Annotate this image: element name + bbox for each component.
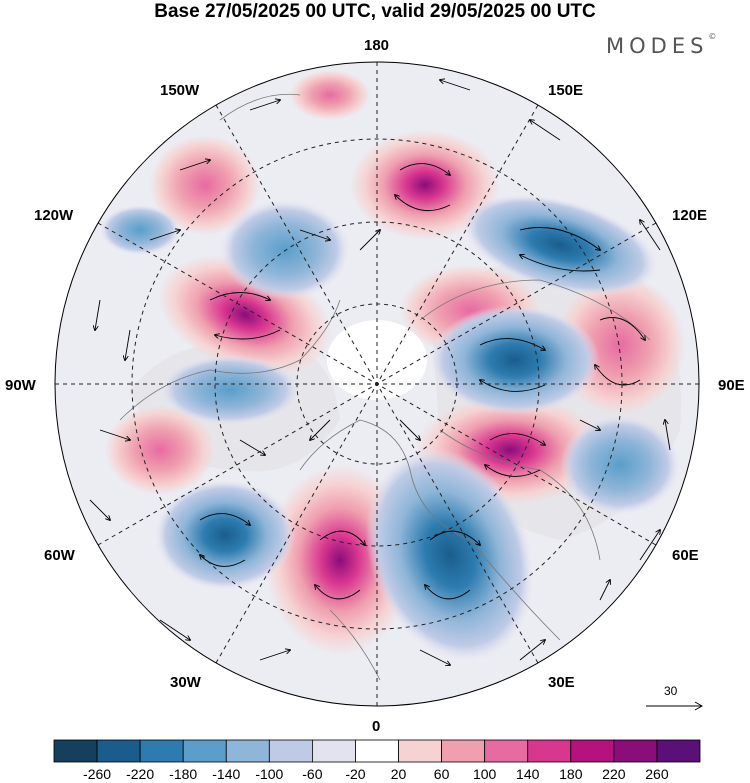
colorbar-bin bbox=[484, 739, 529, 763]
colorbar-bin bbox=[656, 739, 701, 763]
wind-vectors bbox=[89, 80, 671, 665]
trough-east-asia bbox=[462, 194, 658, 296]
colorbar-tick-label: -60 bbox=[302, 766, 323, 782]
trough-bering bbox=[100, 205, 180, 255]
lon-label-150w: 150W bbox=[160, 82, 200, 99]
lon-label-120e: 120E bbox=[672, 207, 708, 224]
chart-title: Base 27/05/2025 00 UTC, valid 29/05/2025… bbox=[154, 1, 596, 22]
colorbar-bin bbox=[613, 739, 658, 763]
lon-label-90w: 90W bbox=[5, 377, 36, 394]
colorbar-tick-label: -100 bbox=[255, 766, 284, 782]
colorbar-bin bbox=[139, 739, 184, 763]
colorbar-tick-label: 20 bbox=[390, 766, 407, 782]
trough-central-asia bbox=[560, 415, 680, 515]
lon-label-30e: 30E bbox=[548, 674, 575, 691]
trough-europe bbox=[365, 448, 535, 662]
colorbar-tick-label: 140 bbox=[516, 766, 540, 782]
lon-label-120w: 120W bbox=[34, 207, 74, 224]
modes-logo: MODES© bbox=[606, 32, 717, 58]
lon-label-90e: 90E bbox=[718, 377, 745, 394]
colorbar-bin bbox=[53, 739, 98, 763]
lon-label-60w: 60W bbox=[44, 547, 75, 564]
colorbar-bin bbox=[311, 739, 356, 763]
colorbar-bin bbox=[96, 739, 141, 763]
colorbar-tick-label: 180 bbox=[559, 766, 583, 782]
lon-label-30w: 30W bbox=[170, 674, 201, 691]
wind-scale-arrow bbox=[646, 701, 704, 711]
colorbar-tick-label: -180 bbox=[169, 766, 198, 782]
graticule bbox=[55, 62, 699, 706]
lon-label-180: 180 bbox=[364, 37, 390, 54]
colorbar-tick-label: -260 bbox=[83, 766, 112, 782]
colorbar-tick-label: 220 bbox=[602, 766, 626, 782]
colorbar-bin bbox=[225, 739, 270, 763]
colorbar-bin bbox=[268, 739, 313, 763]
wind-scale-label: 30 bbox=[664, 684, 678, 698]
polar-map bbox=[54, 61, 700, 707]
ridge-hudson bbox=[105, 405, 215, 495]
ridge-north-pacific bbox=[350, 130, 500, 240]
trough-west-siberia bbox=[430, 305, 600, 415]
colorbar-tick-label: 260 bbox=[645, 766, 669, 782]
colorbar-tick-label: 60 bbox=[433, 766, 450, 782]
colorbar-bin bbox=[398, 739, 442, 763]
lon-label-60e: 60E bbox=[672, 547, 699, 564]
colorbar-bin bbox=[182, 739, 227, 763]
map-boundary bbox=[54, 61, 700, 707]
map-disc bbox=[55, 62, 699, 706]
colorbar-bin bbox=[441, 739, 486, 763]
lon-label-150e: 150E bbox=[548, 82, 584, 99]
ridge-aleutian bbox=[290, 70, 370, 120]
trough-labrador bbox=[155, 480, 295, 590]
colorbar-tick-label: 100 bbox=[472, 766, 497, 782]
trough-canada-arctic bbox=[160, 355, 300, 425]
colorbar-tick-label: -220 bbox=[126, 766, 155, 782]
colorbar-tick-label: -140 bbox=[212, 766, 241, 782]
colorbar-tick-label: -20 bbox=[345, 766, 366, 782]
ridge-alaska bbox=[150, 135, 260, 235]
lon-label-0: 0 bbox=[372, 718, 381, 735]
colorbar-bin bbox=[355, 739, 399, 763]
colorbar-bin bbox=[527, 739, 572, 763]
trough-alaska bbox=[220, 200, 350, 300]
colorbar bbox=[53, 739, 701, 763]
colorbar-bin bbox=[570, 739, 615, 763]
